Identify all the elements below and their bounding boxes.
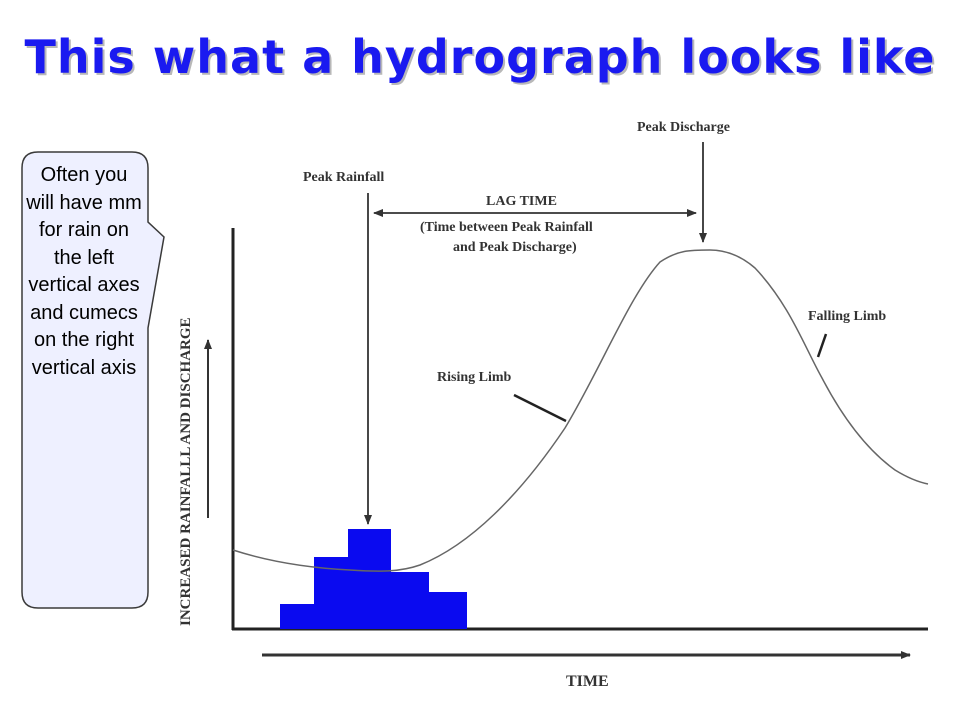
x-axis-label: TIME [566,673,609,690]
rainfall-bar-1 [280,604,314,629]
lag-time-description-line2: and Peak Discharge) [453,240,577,255]
falling-limb-label: Falling Limb [808,309,886,324]
hydrograph-curve [232,249,929,572]
rising-limb-label: Rising Limb [437,370,512,385]
rising-limb-pointer [513,393,567,423]
rainfall-bar-3 [348,529,391,629]
falling-limb-pointer [816,333,828,358]
rainfall-bar-5 [429,592,467,629]
callout-text: Often you will have mm for rain on the l… [26,164,142,379]
rainfall-bar-4 [391,572,429,629]
peak-rainfall-label: Peak Rainfall [303,170,384,185]
lag-time-title: LAG TIME [486,194,557,209]
lag-time-description-line1: (Time between Peak Rainfall [420,220,593,235]
y-axis-label: INCREASED RAINFALLL AND DISCHARGE [178,317,194,626]
slide-title: This what a hydrograph looks like [24,30,936,84]
peak-discharge-label: Peak Discharge [637,120,730,135]
